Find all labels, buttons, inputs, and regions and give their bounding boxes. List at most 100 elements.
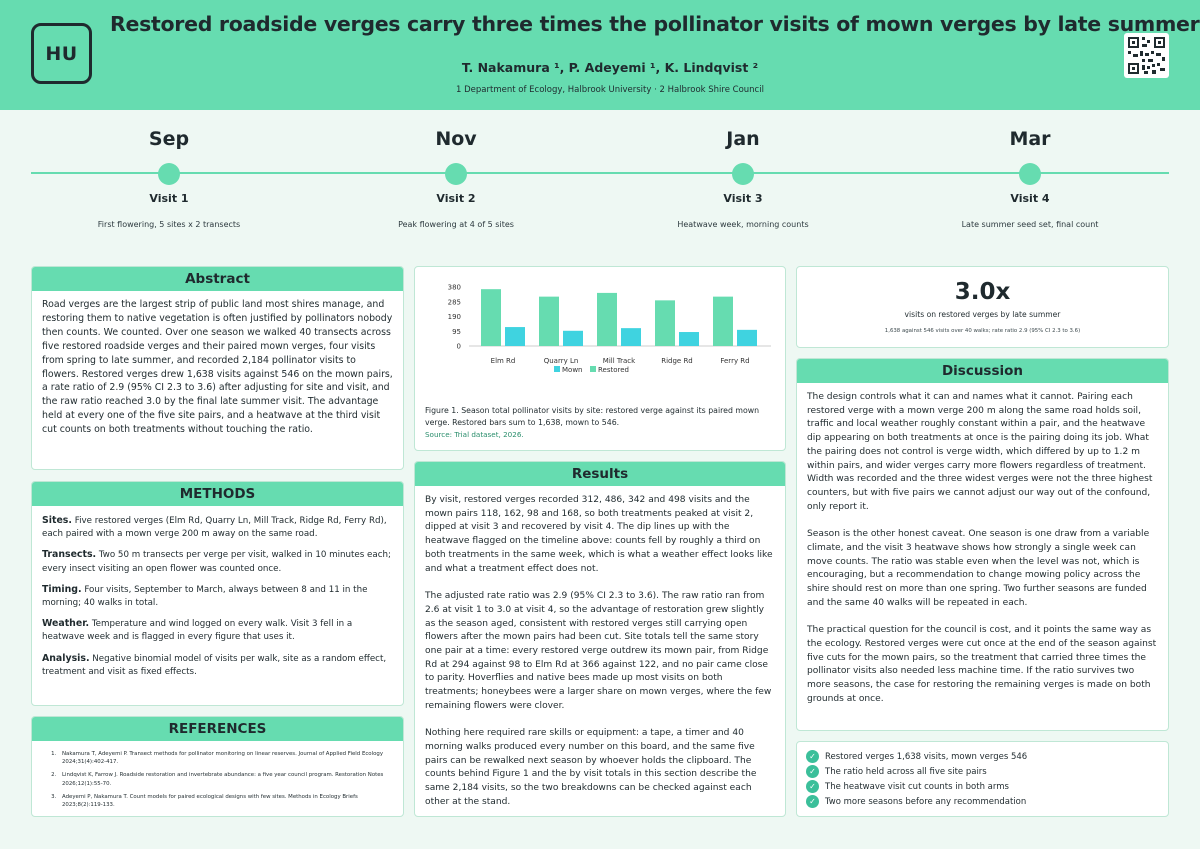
reference-item: Adeyemi P, Nakamura T. Count models for … [58,793,393,809]
methods-item: Analysis. Negative binomial model of vis… [42,652,393,679]
methods-label: Weather. [42,618,90,630]
results-paragraph: By visit, restored verges recorded 312, … [425,495,773,574]
legend-swatch-mown [554,366,560,372]
takeaway-text: The heatwave visit cut counts in both ar… [825,781,1009,792]
stat-value: 3.0x [954,279,1011,305]
stat-panel: 3.0x visits on restored verges by late s… [796,266,1169,348]
timeline-item: Jan Visit 3 Heatwave week, morning count… [613,128,873,229]
bar-restored [713,296,733,346]
timeline-item: Nov Visit 2 Peak flowering at 4 of 5 sit… [326,128,586,229]
timeline-label: Visit 4 [1010,192,1050,205]
references-list: Nakamura T, Adeyemi P. Transect methods … [32,741,403,809]
takeaway-item: ✓ Two more seasons before any recommendat… [806,794,1168,809]
check-icon: ✓ [806,780,819,793]
y-tick-label: 285 [448,298,461,306]
methods-label: Analysis. [42,652,90,664]
x-tick-label: Mill Track [603,357,636,365]
affiliations: 1 Department of Ecology, Halbrook Univer… [456,85,764,95]
methods-text: Two 50 m transects per verge per visit, … [42,550,391,574]
methods-item: Weather. Temperature and wind logged on … [42,617,393,644]
abstract-panel: Abstract Road verges are the largest str… [31,266,404,470]
methods-text: Negative binomial model of visits per wa… [42,653,387,677]
timeline-dot [158,163,180,185]
bar-mown [679,332,699,346]
figure-caption-block: Figure 1. Season total pollinator visits… [425,405,775,441]
methods-label: Timing. [42,583,82,595]
methods-text: Temperature and wind logged on every wal… [42,619,353,643]
authors: T. Nakamura ¹, P. Adeyemi ¹, K. Lindqvis… [461,60,759,75]
results-heading: Results [415,462,785,486]
methods-text: Five restored verges (Elm Rd, Quarry Ln,… [42,516,387,540]
timeline-month: Mar [1009,128,1051,150]
methods-item: Transects. Two 50 m transects per verge … [42,548,393,575]
bar-restored [539,296,559,346]
y-tick-label: 190 [448,313,461,321]
timeline-month: Jan [726,128,760,150]
timeline-dot [1019,163,1041,185]
methods-heading: METHODS [32,482,403,506]
timeline-month: Sep [148,128,190,150]
qr-code-icon[interactable] [1124,33,1169,78]
timeline-dot [732,163,754,185]
y-tick-label: 380 [448,284,461,292]
x-tick-label: Elm Rd [491,357,516,365]
timeline-item: Sep Visit 1 First flowering, 5 sites x 2… [39,128,299,229]
bar-mown [621,328,641,346]
reference-item: Nakamura T, Adeyemi P. Transect methods … [58,750,393,766]
bar-mown [737,329,757,346]
x-tick-label: Ridge Rd [661,357,693,365]
timeline-label: Visit 2 [436,192,476,205]
methods-item: Timing. Four visits, September to March,… [42,583,393,610]
timeline-desc: Heatwave week, morning counts [677,220,809,229]
methods-panel: METHODS Sites. Five restored verges (Elm… [31,481,404,706]
check-icon: ✓ [806,765,819,778]
x-tick-label: Ferry Rd [720,357,749,365]
methods-label: Transects. [42,549,97,561]
takeaway-text: The ratio held across all five site pair… [825,766,987,777]
timeline-dot [445,163,467,185]
bar-restored [655,300,675,346]
check-icon: ✓ [806,750,819,763]
figure-panel: 0 95 190 285 380 Elm Rd Quarry Ln Mill Track Rid… [414,266,786,451]
references-panel: REFERENCES Nakamura T, Adeyemi P. Transe… [31,716,404,817]
timeline-label: Visit 1 [149,192,189,205]
legend-swatch-restored [590,366,596,372]
y-tick-label: 95 [452,328,461,336]
takeaway-text: Two more seasons before any recommendati… [825,796,1027,807]
poster-title: Restored roadside verges carry three tim… [110,12,1200,36]
bar-restored [597,292,617,346]
legend-label-mown: Mown [562,366,582,374]
discussion-paragraph: Season is the other honest caveat. One s… [807,529,1150,608]
takeaway-item: ✓ Restored verges 1,638 visits, mown verg… [806,749,1168,764]
check-icon: ✓ [806,795,819,808]
stat-note: 1,638 against 546 visits over 40 walks; … [884,328,1081,334]
timeline-item: Mar Visit 4 Late summer seed set, final … [900,128,1160,229]
bar-mown [505,327,525,346]
methods-text: Four visits, September to March, always … [42,584,368,609]
results-panel: Results By visit, restored verges record… [414,461,786,817]
discussion-heading: Discussion [797,359,1168,383]
legend-label-restored: Restored [598,366,629,374]
bar-chart: 0 95 190 285 380 Elm Rd Quarry Ln Mill Track Rid… [448,284,771,374]
institution-logo: HU [31,23,92,84]
methods-label: Sites. [42,515,72,526]
discussion-paragraph: The design controls what it can and name… [807,392,1153,512]
methods-item: Sites. Five restored verges (Elm Rd, Qua… [42,514,393,541]
figure-caption: Figure 1. Season total pollinator visits… [425,406,760,427]
abstract-text: Road verges are the largest strip of pub… [42,299,393,436]
bar-restored [481,289,501,346]
discussion-panel: Discussion The design controls what it c… [796,358,1169,731]
timeline-line [31,172,1169,174]
timeline-desc: First flowering, 5 sites x 2 transects [97,220,241,229]
reference-item: Lindqvist K, Farrow J. Roadside restorat… [58,771,393,787]
figure-source: Source: Trial dataset, 2026. [425,430,524,439]
results-paragraph: The adjusted rate ratio was 2.9 (95% CI … [425,591,772,711]
stat-label: visits on restored verges by late summer [904,310,1061,319]
takeaway-item: ✓ The ratio held across all five site pai… [806,764,1168,779]
takeaway-item: ✓ The heatwave visit cut counts in both a… [806,779,1168,794]
timeline-month: Nov [435,128,477,150]
abstract-heading: Abstract [32,267,403,291]
y-tick-label: 0 [457,343,461,351]
timeline-label: Visit 3 [723,192,763,205]
poster-header: HU Restored roadside verges carry three … [0,0,1200,110]
